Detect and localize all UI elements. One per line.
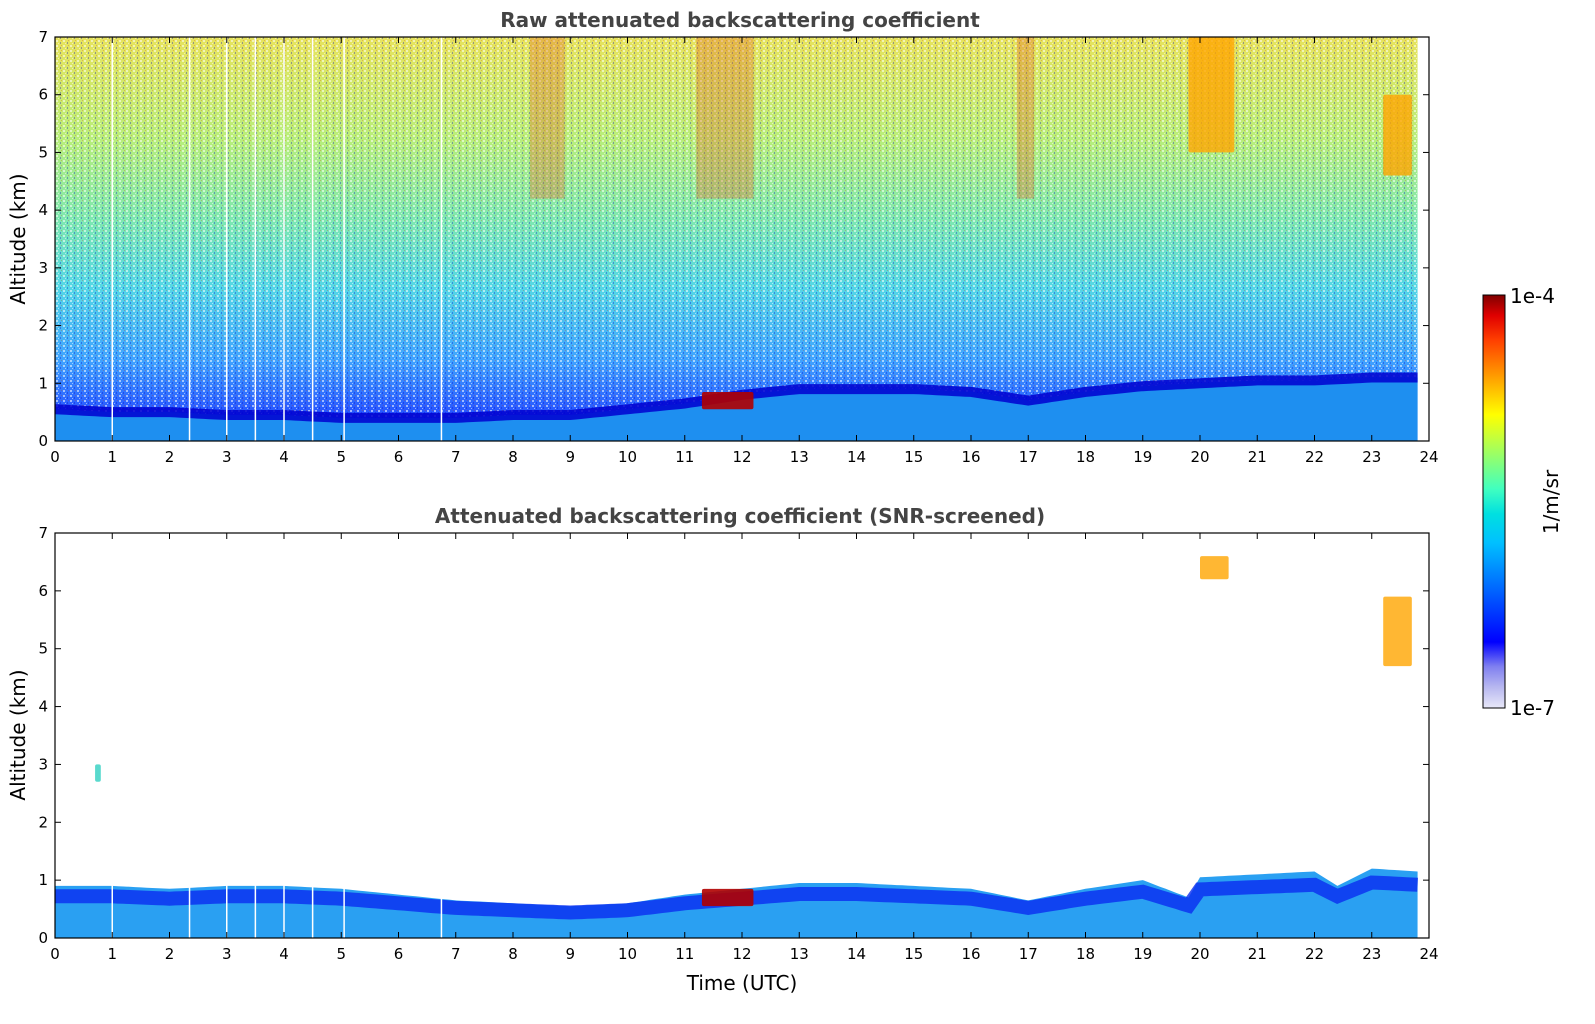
x-tick-label: 14 — [847, 448, 866, 466]
y-tick-label: 1 — [38, 871, 48, 889]
x-tick-label: 24 — [1419, 448, 1438, 466]
x-tick-label: 6 — [394, 945, 404, 963]
x-tick-label: 17 — [1019, 448, 1038, 466]
x-tick-label: 24 — [1419, 945, 1438, 963]
x-tick-label: 5 — [336, 448, 346, 466]
screened-panel-title: Attenuated backscattering coefficient (S… — [435, 504, 1045, 528]
feature-2 — [1383, 94, 1412, 176]
raw-y-axis-label: Altitude (km) — [6, 173, 30, 304]
x-tick-label: 3 — [222, 448, 232, 466]
x-tick-label: 23 — [1362, 945, 1381, 963]
x-tick-label: 22 — [1305, 448, 1324, 466]
x-tick-label: 19 — [1133, 448, 1152, 466]
y-tick-label: 5 — [38, 143, 48, 161]
screened-x-axis-ticks: 0 1 2 3 4 5 6 7 8 9 10 11 12 13 14 15 16 17 18 19 20 21 22 23 24 — [50, 533, 1439, 963]
y-tick-label: 6 — [38, 86, 48, 104]
x-tick-label: 13 — [790, 945, 809, 963]
x-axis-label: Time (UTC) — [686, 971, 798, 995]
raw-heatmap-area — [54, 37, 1418, 441]
y-tick-label: 0 — [38, 432, 48, 450]
y-tick-label: 5 — [38, 640, 48, 658]
raw-noise-streak — [530, 37, 565, 199]
x-tick-label: 18 — [1076, 448, 1095, 466]
colorbar-min-label: 1e-7 — [1510, 696, 1555, 720]
x-tick-label: 1 — [107, 945, 117, 963]
x-tick-label: 19 — [1133, 945, 1152, 963]
x-tick-label: 2 — [165, 448, 175, 466]
x-tick-label: 4 — [279, 945, 289, 963]
x-tick-label: 23 — [1362, 448, 1381, 466]
x-tick-label: 9 — [565, 945, 575, 963]
colorbar-unit-label: 1/m/sr — [1539, 469, 1563, 534]
x-tick-label: 9 — [565, 448, 575, 466]
feature-0 — [701, 391, 754, 410]
raw-backscatter-panel: Raw attenuated backscattering coefficien… — [6, 8, 1439, 466]
raw-x-axis-ticks: 0 1 2 3 4 5 6 7 8 9 10 11 12 13 14 15 16 17 18 19 20 21 22 23 24 — [50, 37, 1439, 466]
x-tick-label: 12 — [732, 448, 751, 466]
colorbar-max-label: 1e-4 — [1510, 284, 1555, 308]
feature-0 — [701, 888, 754, 907]
y-tick-label: 2 — [38, 813, 48, 831]
colorbar-gradient — [1482, 294, 1506, 709]
y-tick-label: 3 — [38, 259, 48, 277]
feature-1 — [1200, 556, 1229, 580]
x-tick-label: 20 — [1190, 448, 1209, 466]
x-tick-label: 8 — [508, 945, 518, 963]
x-tick-label: 15 — [904, 448, 923, 466]
y-tick-label: 0 — [38, 929, 48, 947]
feature-1 — [1188, 37, 1235, 153]
screened-y-axis-ticks: 0 1 2 3 4 5 6 7 — [38, 524, 1429, 947]
x-tick-label: 6 — [394, 448, 404, 466]
raw-noise-streak — [696, 37, 754, 199]
x-tick-label: 0 — [50, 448, 60, 466]
y-tick-label: 2 — [38, 317, 48, 335]
x-tick-label: 5 — [336, 945, 346, 963]
x-tick-label: 20 — [1190, 945, 1209, 963]
x-tick-label: 16 — [961, 448, 980, 466]
colorbar: 1e-4 1e-7 1/m/sr — [1482, 284, 1563, 720]
x-tick-label: 11 — [675, 945, 694, 963]
x-tick-label: 7 — [451, 448, 461, 466]
y-tick-label: 7 — [38, 28, 48, 46]
x-tick-label: 10 — [618, 448, 637, 466]
x-tick-label: 18 — [1076, 945, 1095, 963]
x-tick-label: 12 — [732, 945, 751, 963]
y-tick-label: 4 — [38, 201, 48, 219]
x-tick-label: 3 — [222, 945, 232, 963]
raw-panel-title: Raw attenuated backscattering coefficien… — [500, 8, 980, 32]
x-tick-label: 13 — [790, 448, 809, 466]
x-tick-label: 7 — [451, 945, 461, 963]
y-tick-label: 1 — [38, 374, 48, 392]
x-tick-label: 22 — [1305, 945, 1324, 963]
x-tick-label: 21 — [1248, 945, 1267, 963]
x-tick-label: 4 — [279, 448, 289, 466]
x-tick-label: 11 — [675, 448, 694, 466]
raw-noise-streak — [1016, 37, 1034, 199]
x-tick-label: 17 — [1019, 945, 1038, 963]
x-tick-label: 16 — [961, 945, 980, 963]
feature-2 — [1383, 596, 1412, 667]
screened-background — [55, 533, 1429, 938]
screened-backscatter-panel: Attenuated backscattering coefficient (S… — [6, 504, 1439, 995]
y-tick-label: 3 — [38, 755, 48, 773]
x-tick-label: 14 — [847, 945, 866, 963]
screened-y-axis-label: Altitude (km) — [6, 669, 30, 800]
x-tick-label: 1 — [107, 448, 117, 466]
y-tick-label: 7 — [38, 524, 48, 542]
screened-heatmap-area — [55, 533, 1429, 938]
x-tick-label: 2 — [165, 945, 175, 963]
feature-3 — [95, 764, 101, 782]
x-tick-label: 10 — [618, 945, 637, 963]
raw-y-axis-ticks: 0 1 2 3 4 5 6 7 — [38, 28, 1429, 450]
x-tick-label: 15 — [904, 945, 923, 963]
y-tick-label: 6 — [38, 582, 48, 600]
x-tick-label: 0 — [50, 945, 60, 963]
y-tick-label: 4 — [38, 698, 48, 716]
x-tick-label: 8 — [508, 448, 518, 466]
x-tick-label: 21 — [1248, 448, 1267, 466]
